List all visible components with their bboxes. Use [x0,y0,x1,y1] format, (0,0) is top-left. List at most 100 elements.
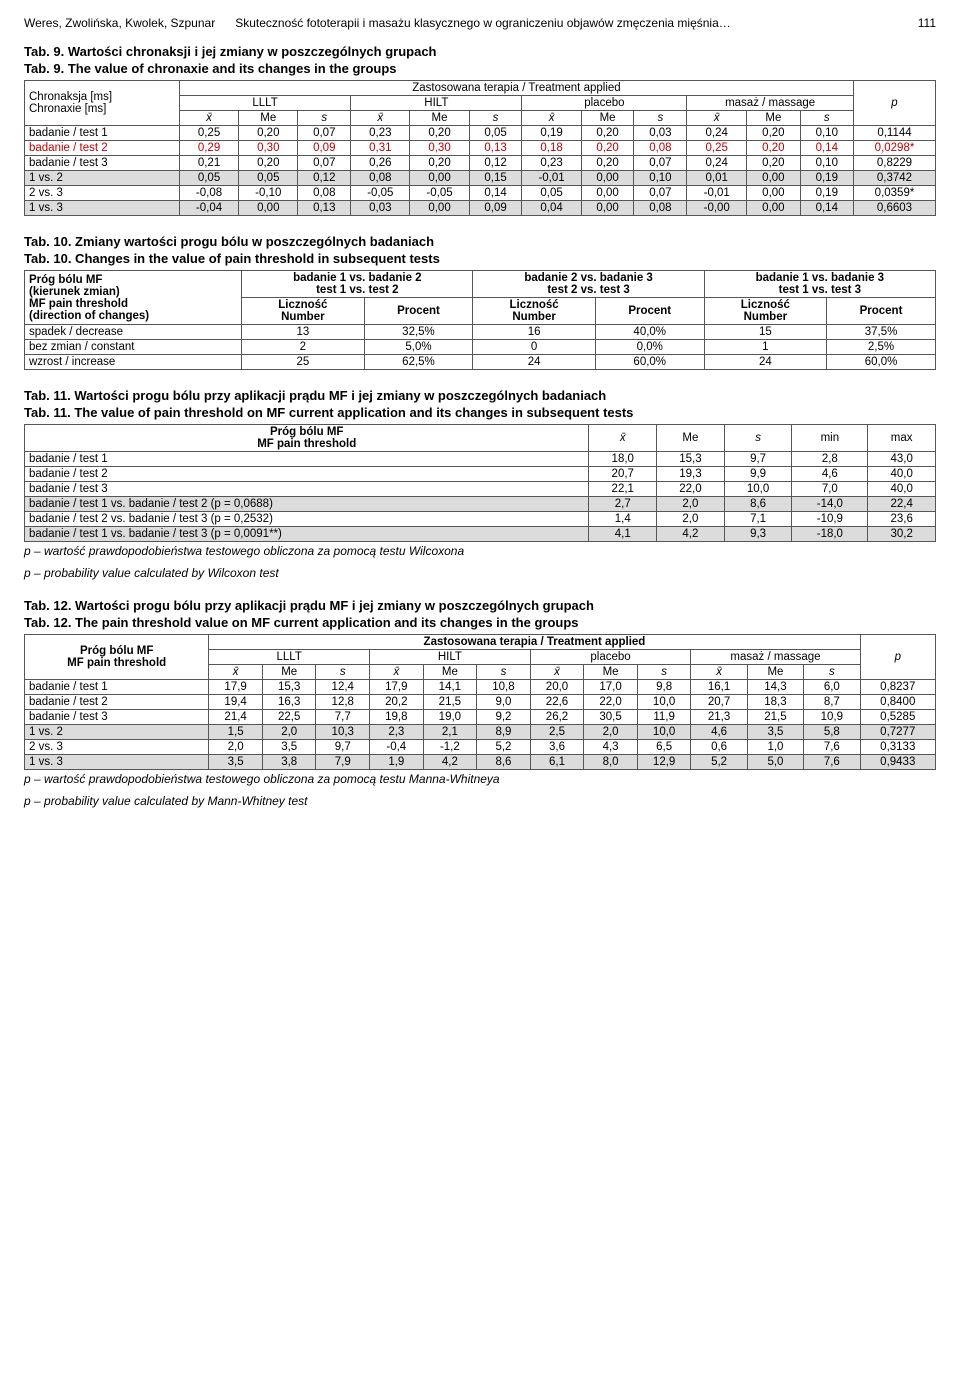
cell: 2,1 [423,725,477,740]
cell: 0,29 [179,141,238,156]
cell: 0,7277 [860,725,935,740]
cell: 10,0 [637,725,691,740]
cell: badanie / test 3 [25,156,180,171]
cell: 2,0 [657,497,725,512]
cell: 3,5 [747,725,803,740]
table-row: badanie / test 1 vs. badanie / test 2 (p… [25,497,936,512]
cell: -14,0 [792,497,868,512]
cell: 2,0 [262,725,316,740]
tab11-rowhead: Próg bólu MFMF pain threshold [25,425,589,452]
cell: badanie / test 1 [25,126,180,141]
cell-xbar: x̄ [351,111,410,126]
cell: masaż / massage [691,650,860,665]
cell: -0,00 [687,201,747,216]
cell: 0,8237 [860,680,935,695]
cell: 40,0% [595,325,704,340]
table-row: badanie / test 30,210,200,070,260,200,12… [25,156,936,171]
cell: 10,8 [477,680,531,695]
cell: 1,5 [209,725,263,740]
cell: badanie / test 1 [25,452,589,467]
cell: 24 [473,355,595,370]
cell: 19,4 [209,695,263,710]
cell: 0,13 [298,201,351,216]
cell: 2,3 [370,725,424,740]
tab11-note-pl: p – wartość prawdopodobieństwa testowego… [24,544,936,558]
cell: 1 vs. 3 [25,201,180,216]
cell: -0,05 [351,186,410,201]
table-row: badanie / test 20,290,300,090,310,300,13… [25,141,936,156]
cell: 15,3 [657,452,725,467]
table-row: wzrost / increase2562,5%2460,0%2460,0% [25,355,936,370]
table-row: bez zmian / constant25,0%00,0%12,5% [25,340,936,355]
cell: Procent [595,298,704,325]
cell: 23,6 [868,512,936,527]
cell: 0,20 [410,126,469,141]
cell: 0,07 [634,156,687,171]
running-header: Weres, Zwolińska, Kwolek, Szpunar Skutec… [24,16,936,30]
cell: 1 vs. 3 [25,755,209,770]
table-row: 2 vs. 32,03,59,7-0,4-1,25,23,64,36,50,61… [25,740,936,755]
tab11-col-max: max [868,425,936,452]
table-row: 1 vs. 21,52,010,32,32,18,92,52,010,04,63… [25,725,936,740]
cell: 30,5 [584,710,638,725]
cell: 12,8 [316,695,370,710]
cell: 0,08 [351,171,410,186]
table-row: badanie / test 321,422,57,719,819,09,226… [25,710,936,725]
table-10: Próg bólu MF(kierunek zmian) MF pain thr… [24,270,936,370]
cell: 4,6 [691,725,747,740]
cell: 2 vs. 3 [25,186,180,201]
tab12-p-head: p [860,635,935,680]
cell: 0,13 [469,141,522,156]
cell: 0,25 [687,141,747,156]
cell: 0,12 [469,156,522,171]
cell: 18,3 [747,695,803,710]
cell: Me [747,111,800,126]
cell: -0,08 [179,186,238,201]
cell: s [637,665,691,680]
table-row: badanie / test 1 vs. badanie / test 3 (p… [25,527,936,542]
cell: 0,3133 [860,740,935,755]
cell: 0,25 [179,126,238,141]
cell: 0,00 [747,186,800,201]
cell: 9,3 [724,527,792,542]
cell: 0,14 [800,141,853,156]
table-row: spadek / decrease1332,5%1640,0%1537,5% [25,325,936,340]
cell: 20,2 [370,695,424,710]
cell: 0,05 [239,171,298,186]
cell: 3,8 [262,755,316,770]
cell: 3,5 [262,740,316,755]
cell: badanie / test 2 vs. badanie / test 3 (p… [25,512,589,527]
cell: 5,0% [364,340,473,355]
cell: 43,0 [868,452,936,467]
cell: 20,7 [589,467,657,482]
cell: -0,10 [239,186,298,201]
cell: 1,9 [370,755,424,770]
cell: Me [423,665,477,680]
cell: 60,0% [595,355,704,370]
cell: 0,20 [410,156,469,171]
cell: 0,00 [581,186,634,201]
cell-xbar: x̄ [522,111,581,126]
tab12-note-en: p – probability value calculated by Mann… [24,794,936,808]
cell: 0,03 [351,201,410,216]
cell: HILT [351,96,522,111]
cell: -0,05 [410,186,469,201]
cell: -0,01 [522,171,581,186]
table-12: Próg bólu MFMF pain threshold Zastosowan… [24,634,936,770]
cell-xbar: x̄ [691,665,747,680]
cell: 0,00 [410,171,469,186]
cell: 3,5 [209,755,263,770]
cell: 0,08 [298,186,351,201]
tab12-caption-en: Tab. 12. The pain threshold value on MF … [24,615,936,630]
cell: 2,0 [657,512,725,527]
cell: 0,07 [298,156,351,171]
cell: 22,0 [657,482,725,497]
table-10-section: Tab. 10. Zmiany wartości progu bólu w po… [24,234,936,370]
cell: 37,5% [827,325,936,340]
cell-xbar: x̄ [209,665,263,680]
cell: 3,6 [530,740,584,755]
cell: 0,8400 [860,695,935,710]
table-row: badanie / test 322,122,010,07,040,0 [25,482,936,497]
cell: 0,08 [634,201,687,216]
cell: 10,0 [637,695,691,710]
